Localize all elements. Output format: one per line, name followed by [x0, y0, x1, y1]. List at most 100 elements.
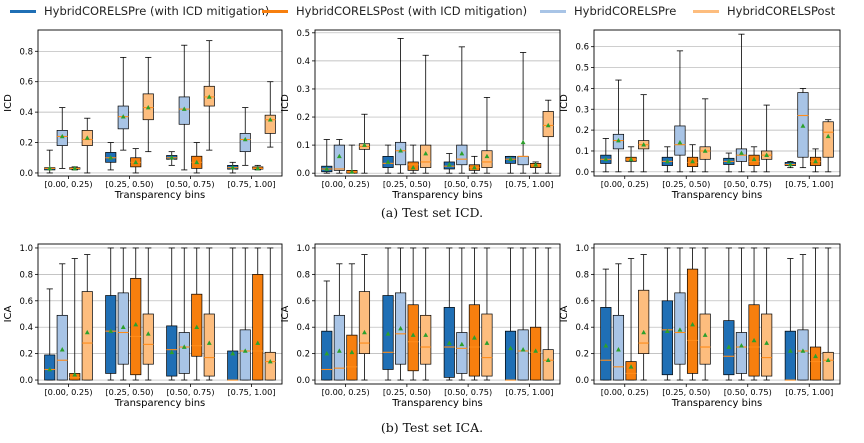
mean-marker [230, 351, 236, 356]
box-iqr [699, 313, 711, 365]
y-tick-label: 0.0 [19, 376, 33, 386]
mean-marker [255, 165, 261, 171]
x-tick-label: [0.00, 0.25) [322, 179, 370, 189]
y-tick-label: 0.8 [19, 270, 33, 280]
box-mark [395, 247, 407, 381]
box-iqr [481, 313, 493, 377]
box-mark [530, 161, 542, 174]
mean-marker [145, 331, 151, 336]
mean-marker [545, 122, 551, 128]
box-mark [81, 254, 93, 381]
axes-frame [314, 243, 561, 385]
box-iqr [420, 144, 432, 168]
mean-marker [108, 155, 114, 160]
y-tick-label: 0.1 [575, 147, 589, 157]
box-mark [69, 258, 81, 381]
box-iqr [81, 291, 93, 381]
x-tick-label: [0.25, 0.50) [662, 179, 710, 189]
box-mark [191, 247, 203, 381]
x-axis-label: Transparency bins [671, 398, 763, 409]
box-mark [504, 247, 517, 381]
x-tick-label: [0.50, 0.75) [166, 179, 214, 189]
mean-marker [242, 136, 248, 142]
box-iqr [420, 314, 432, 365]
mean-marker [255, 340, 261, 345]
box-mark [686, 247, 699, 381]
x-tick-label: [0.50, 0.75) [724, 179, 772, 189]
mean-marker [169, 349, 175, 355]
legend: HybridCORELSPre (with ICD mitigation) Hy… [0, 0, 864, 22]
mean-marker [398, 148, 403, 153]
legend-swatch [10, 9, 36, 13]
mean-marker [324, 351, 330, 356]
box-mark [117, 247, 129, 381]
y-tick-label: 0.8 [575, 270, 589, 280]
box-mark [443, 153, 455, 174]
box-mark [382, 247, 394, 381]
mean-marker [459, 341, 465, 347]
mean-marker [472, 164, 477, 170]
axes-frame [314, 29, 561, 177]
box-mark [44, 288, 56, 381]
box-mark [117, 56, 129, 151]
y-axis-label: ICD [559, 94, 570, 112]
box-mark [809, 247, 822, 381]
box-mark [203, 247, 215, 381]
y-tick-label: 0.4 [296, 323, 310, 333]
mean-marker [520, 347, 526, 352]
axes-frame [37, 29, 283, 177]
mean-marker [628, 156, 634, 162]
box-mark [748, 146, 760, 173]
mean-marker [398, 325, 403, 331]
box-mark [797, 88, 809, 169]
mean-marker [410, 164, 416, 170]
box-mark [674, 247, 686, 381]
box-mark [638, 254, 650, 381]
box-iqr [530, 326, 542, 381]
box-mark [346, 263, 358, 381]
box-mark [456, 46, 468, 174]
box-mark [699, 98, 711, 173]
box-mark [600, 138, 612, 173]
box-mark [661, 146, 673, 173]
mean-marker [690, 158, 695, 164]
box-mark [56, 107, 68, 169]
mean-marker [349, 349, 355, 355]
box-mark [761, 247, 773, 381]
mean-marker [825, 357, 831, 363]
mean-marker [739, 150, 744, 155]
mean-marker [764, 152, 770, 157]
chart-panel-a3: 0.0 0.1 0.2 0.3 0.4 0.5 0.6 [0.00, 0.25) [0.25, … [559, 29, 841, 201]
mean-marker [787, 161, 793, 167]
box-mark [264, 247, 276, 381]
box-mark [797, 254, 809, 381]
y-axis-label: ICD [280, 94, 291, 112]
y-tick-label: 0.0 [296, 169, 310, 179]
box-mark [178, 44, 190, 171]
box-mark [456, 247, 468, 381]
box-iqr [822, 121, 834, 158]
box-mark [612, 79, 625, 173]
box-iqr [625, 361, 637, 381]
box-mark [600, 268, 612, 381]
box-mark [81, 117, 93, 174]
box-iqr [661, 300, 673, 376]
y-tick-label: 0.5 [296, 29, 310, 39]
y-tick-label: 0.0 [575, 168, 589, 178]
y-tick-label: 0.2 [19, 139, 33, 149]
y-axis-label: ICA [280, 305, 291, 322]
box-mark [420, 54, 432, 174]
box-mark [504, 155, 517, 174]
box-iqr [239, 133, 251, 153]
box-mark [358, 113, 371, 174]
box-mark [382, 144, 394, 174]
box-mark [227, 161, 239, 174]
box-mark [333, 263, 345, 381]
x-tick-label: [0.75, 1.00] [505, 179, 553, 189]
x-tick-label: [0.25, 0.50) [383, 179, 431, 189]
box-mark [105, 247, 117, 381]
axes-frame [593, 243, 841, 385]
mean-marker [349, 169, 355, 174]
box-mark [321, 139, 333, 174]
box-mark [784, 258, 796, 381]
